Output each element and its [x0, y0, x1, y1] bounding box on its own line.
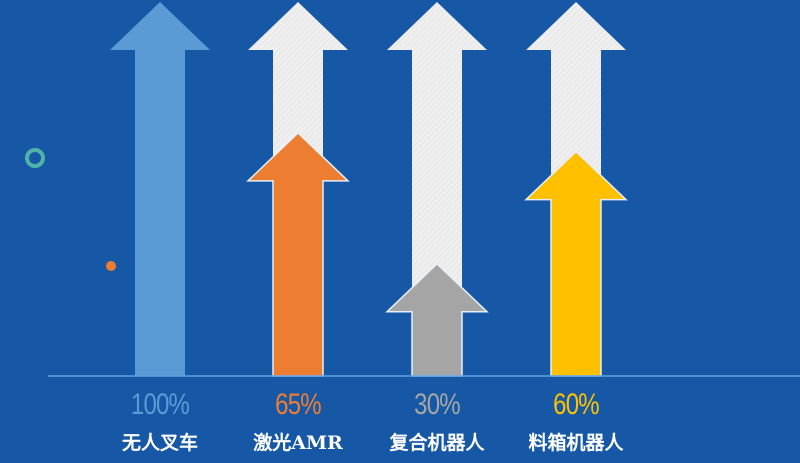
value-label: 60%: [553, 388, 599, 421]
value-arrow-3: [524, 150, 628, 377]
track-arrow: [387, 2, 487, 376]
category-label: 料箱机器人: [528, 432, 624, 454]
value-label: 30%: [414, 388, 460, 421]
value-label: 100%: [130, 388, 190, 421]
ring-decoration: [25, 148, 45, 168]
value-label: 65%: [275, 388, 321, 421]
value-arrow-2: [385, 262, 489, 377]
category-label: 复合机器人: [389, 432, 485, 454]
category-label: 无人叉车: [121, 432, 198, 454]
value-arrow-0: [110, 2, 210, 376]
dot-decoration: [106, 261, 116, 271]
category-label: 激光AMR: [253, 432, 343, 454]
value-arrow-1: [246, 131, 350, 377]
